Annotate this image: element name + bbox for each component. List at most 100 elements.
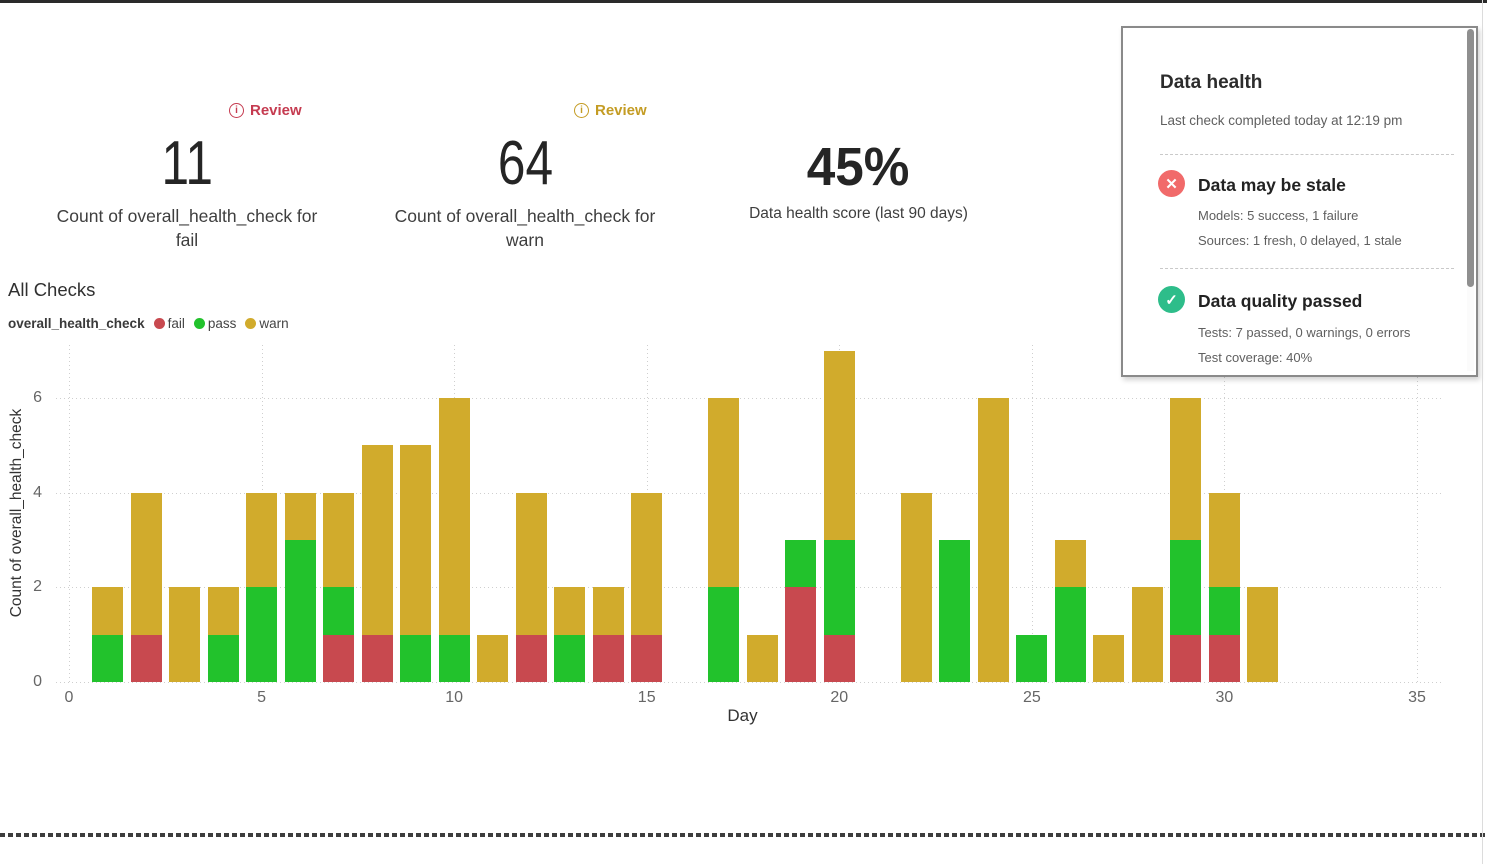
bottom-dashed-divider (0, 833, 1487, 837)
metric-label-fail: Count of overall_health_check for fail (56, 206, 318, 250)
bar-segment-pass-day10[interactable] (438, 634, 470, 682)
bar-segment-pass-day4[interactable] (207, 634, 239, 682)
bar-segment-warn-day5[interactable] (246, 492, 278, 588)
bar-segment-warn-day4[interactable] (207, 587, 239, 635)
bar-segment-warn-day29[interactable] (1170, 398, 1202, 540)
x-tick-label: 0 (64, 689, 74, 706)
legend-item-warn[interactable]: warn (245, 316, 289, 331)
metric-value-fail: 11 (161, 129, 214, 198)
data-health-panel: Data health Last check completed today a… (1121, 26, 1478, 377)
bar-segment-warn-day30[interactable] (1208, 492, 1240, 588)
bar-segment-warn-day12[interactable] (515, 492, 547, 635)
legend-item-fail[interactable]: fail (153, 316, 185, 331)
y-tick-label: 6 (33, 389, 42, 407)
check-icon: ✓ (1158, 286, 1185, 313)
panel-divider (1160, 154, 1454, 155)
bar-segment-pass-day9[interactable] (400, 634, 432, 682)
pass-dot-icon (193, 318, 205, 329)
bar-segment-warn-day1[interactable] (92, 587, 123, 635)
bar-segment-warn-day13[interactable] (554, 587, 586, 635)
bar-segment-warn-day20[interactable] (823, 350, 855, 540)
bar-segment-fail-day20[interactable] (823, 634, 855, 682)
x-axis-title: Day (727, 706, 758, 725)
legend-item-pass[interactable]: pass (193, 316, 236, 331)
x-icon: ✕ (1158, 170, 1185, 197)
x-tick-label: 10 (445, 689, 464, 706)
bar-segment-warn-day6[interactable] (284, 492, 316, 540)
y-gridline (56, 587, 1443, 589)
bar-segment-pass-day23[interactable] (939, 540, 971, 682)
bar-segment-warn-day24[interactable] (977, 398, 1009, 682)
bar-segment-fail-day7[interactable] (323, 634, 355, 682)
bar-segment-warn-day3[interactable] (169, 587, 201, 682)
bar-segment-fail-day15[interactable] (631, 634, 663, 682)
sources-status-line: Sources: 1 fresh, 0 delayed, 1 stale (1198, 233, 1402, 248)
x-tick-label: 35 (1408, 689, 1426, 706)
quality-section-title: Data quality passed (1198, 291, 1363, 311)
bar-segment-pass-day13[interactable] (554, 634, 586, 682)
bar-segment-warn-day15[interactable] (631, 492, 663, 635)
bar-segment-pass-day25[interactable] (1016, 634, 1048, 682)
x-gridline (1416, 345, 1418, 682)
window-right-edge (1482, 0, 1483, 864)
bar-segment-fail-day30[interactable] (1208, 634, 1240, 682)
bar-segment-warn-day22[interactable] (900, 492, 932, 682)
y-gridline (56, 492, 1443, 494)
bar-segment-warn-day11[interactable] (477, 634, 509, 682)
bar-segment-warn-day7[interactable] (323, 492, 355, 588)
y-gridline (56, 398, 1443, 400)
bar-segment-warn-day8[interactable] (361, 445, 393, 635)
panel-divider (1160, 268, 1454, 269)
bar-segment-warn-day2[interactable] (130, 492, 162, 635)
review-badge-label: Review (250, 102, 302, 119)
bar-segment-fail-day14[interactable] (592, 634, 624, 682)
bar-segment-fail-day8[interactable] (361, 634, 393, 682)
bar-segment-warn-day31[interactable] (1247, 587, 1279, 682)
review-badge-label: Review (595, 102, 647, 119)
bar-segment-warn-day14[interactable] (592, 587, 624, 635)
x-tick-label: 20 (830, 689, 849, 706)
bar-segment-warn-day10[interactable] (438, 398, 470, 635)
bar-segment-pass-day20[interactable] (823, 540, 855, 635)
bar-segment-warn-day18[interactable] (746, 634, 778, 682)
bar-segment-fail-day2[interactable] (130, 634, 162, 682)
bar-segment-pass-day29[interactable] (1170, 540, 1202, 635)
bar-segment-warn-day26[interactable] (1054, 540, 1086, 588)
metric-label-score: Data health score (last 90 days) (749, 205, 968, 222)
bar-segment-pass-day30[interactable] (1208, 587, 1240, 635)
info-icon: i (574, 103, 589, 118)
warn-dot-icon (245, 318, 257, 329)
bar-segment-pass-day17[interactable] (708, 587, 740, 682)
x-tick-label: 25 (1022, 689, 1041, 706)
chart-title: All Checks (8, 279, 96, 300)
metric-value-score: 45% (807, 137, 910, 197)
bar-segment-pass-day1[interactable] (92, 634, 123, 682)
bar-segment-fail-day19[interactable] (785, 587, 817, 682)
panel-scrollbar-thumb[interactable] (1467, 29, 1474, 287)
bar-segment-pass-day19[interactable] (785, 540, 817, 588)
bar-segment-warn-day17[interactable] (708, 398, 740, 588)
models-status-line: Models: 5 success, 1 failure (1198, 208, 1359, 223)
y-gridline (56, 682, 1443, 683)
y-axis-title: Count of overall_health_check (8, 408, 25, 618)
bar-segment-warn-day27[interactable] (1093, 634, 1125, 682)
bar-segment-fail-day29[interactable] (1170, 634, 1202, 682)
bar-segment-pass-day6[interactable] (284, 540, 316, 682)
metric-value-warn: 64 (497, 129, 553, 198)
bar-segment-warn-day28[interactable] (1131, 587, 1163, 682)
review-badge-warn[interactable]: i Review (574, 102, 647, 119)
review-badge-fail[interactable]: i Review (229, 102, 302, 119)
tests-status-line: Tests: 7 passed, 0 warnings, 0 errors (1198, 325, 1411, 340)
x-tick-label: 5 (257, 689, 267, 706)
coverage-status-line: Test coverage: 40% (1198, 350, 1313, 365)
bar-segment-pass-day26[interactable] (1054, 587, 1086, 682)
bar-segment-warn-day9[interactable] (400, 445, 432, 635)
bar-segment-pass-day5[interactable] (246, 587, 278, 682)
bar-segment-fail-day12[interactable] (515, 634, 547, 682)
top-border-line (0, 0, 1487, 3)
panel-title: Data health (1160, 72, 1263, 93)
bar-segment-pass-day7[interactable] (323, 587, 355, 635)
x-tick-label: 15 (637, 689, 656, 706)
